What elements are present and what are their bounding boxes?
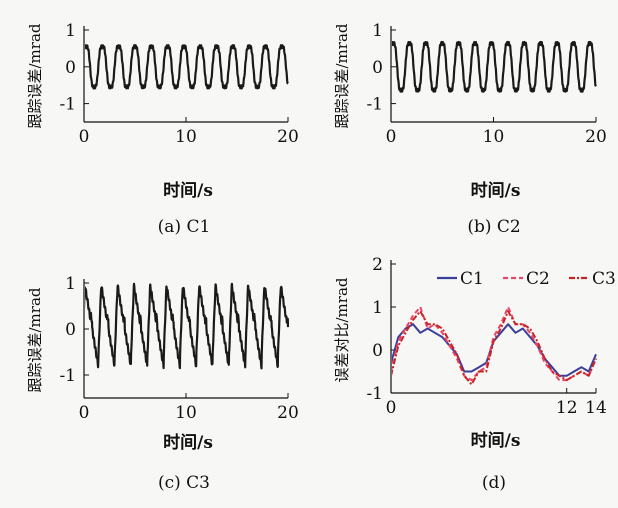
- x-tick-label: 0: [386, 127, 397, 147]
- series-line-c3: [85, 282, 289, 370]
- y-tick-label: 1: [65, 274, 76, 294]
- panel-caption: (b) C2: [467, 217, 520, 237]
- x-tick-label: 0: [79, 403, 90, 423]
- y-tick-label: 0: [372, 58, 383, 78]
- series-line-c1: [85, 44, 289, 90]
- x-axis-label: 时间/s: [163, 432, 213, 453]
- panel-caption: (d): [482, 473, 506, 493]
- y-tick-label: -1: [59, 95, 76, 115]
- x-tick-label: 12: [556, 398, 578, 418]
- y-axis-label: 跟踪误差/mrad: [333, 23, 351, 128]
- y-tick-label: 2: [372, 255, 383, 275]
- legend-label-c1: C1: [460, 269, 484, 289]
- series-line-c2: [392, 40, 597, 93]
- x-tick-label: 0: [79, 127, 90, 147]
- y-tick-label: 1: [372, 21, 383, 41]
- x-tick-label: 20: [277, 403, 299, 423]
- y-tick-label: 0: [372, 341, 383, 361]
- y-axis-label: 误差对比/mrad: [333, 277, 351, 382]
- series-line-c3: [392, 310, 597, 386]
- x-axis-label: 时间/s: [471, 180, 521, 201]
- x-tick-label: 20: [585, 127, 607, 147]
- x-tick-label: 10: [175, 403, 197, 423]
- x-axis-label: 时间/s: [471, 430, 521, 451]
- x-tick-label: 14: [585, 398, 607, 418]
- panel-caption: (a) C1: [158, 217, 211, 237]
- x-tick-label: 10: [175, 127, 197, 147]
- x-tick-label: 10: [483, 127, 505, 147]
- legend-label-c2: C2: [526, 269, 550, 289]
- y-tick-label: 1: [65, 21, 76, 41]
- y-tick-label: 1: [372, 298, 383, 318]
- y-tick-label: -1: [366, 384, 383, 404]
- x-tick-label: 0: [386, 398, 397, 418]
- y-tick-label: -1: [59, 366, 76, 386]
- legend-label-c3: C3: [592, 269, 616, 289]
- y-tick-label: 0: [65, 58, 76, 78]
- y-axis-label: 跟踪误差/mrad: [26, 287, 44, 392]
- x-tick-label: 20: [277, 127, 299, 147]
- panel-caption: (c) C3: [158, 473, 210, 493]
- legend: C1 C2 C3: [437, 269, 616, 289]
- series-line-c1: [392, 323, 597, 377]
- x-axis-label: 时间/s: [163, 180, 213, 201]
- y-tick-label: 0: [65, 320, 76, 340]
- y-tick-label: -1: [366, 95, 383, 115]
- y-axis-label: 跟踪误差/mrad: [26, 23, 44, 128]
